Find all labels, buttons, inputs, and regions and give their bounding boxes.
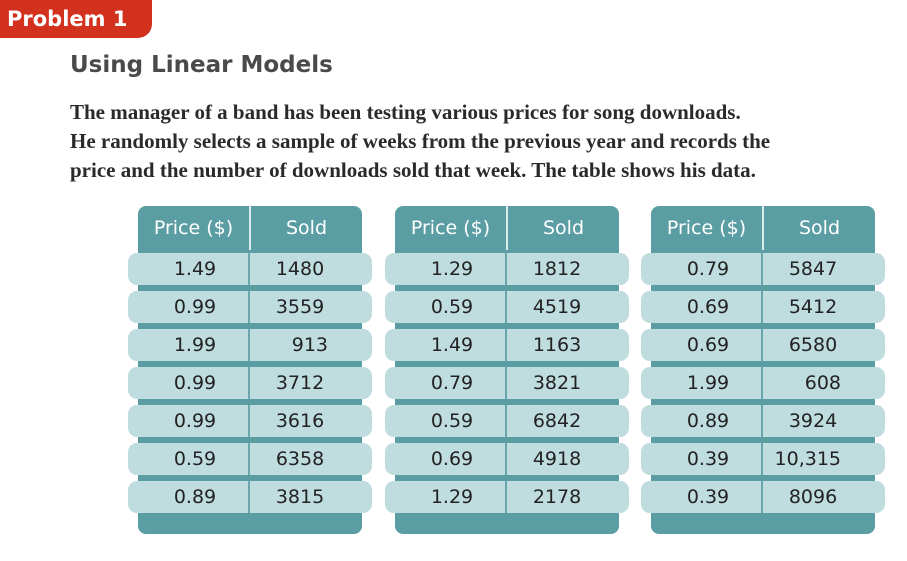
table-row: 0.89 3924: [641, 405, 885, 437]
price-cell: 1.29: [385, 253, 507, 285]
sold-cell: 608: [804, 372, 841, 394]
table-row: 1.99 913: [128, 329, 372, 361]
sold-cell: 3616: [275, 410, 325, 432]
price-cell: 0.99: [128, 291, 250, 323]
price-cell: 0.89: [641, 405, 763, 437]
intro-line: He randomly selects a sample of weeks fr…: [70, 129, 771, 153]
header-sold: Sold: [542, 217, 585, 239]
price-cell: 0.99: [128, 405, 250, 437]
table-row: 0.59 6358: [128, 443, 372, 475]
table-row: 0.69 5412: [641, 291, 885, 323]
table-header: Price ($) Sold: [138, 206, 362, 250]
table-row: 1.99 608: [641, 367, 885, 399]
price-cell: 0.39: [641, 481, 763, 513]
table-row: 0.69 4918: [385, 443, 629, 475]
table-row: 1.49 1163: [385, 329, 629, 361]
table-row: 0.39 10,315: [641, 443, 885, 475]
table-header: Price ($) Sold: [395, 206, 619, 250]
table-row: 0.89 3815: [128, 481, 372, 513]
sold-cell: 6842: [532, 410, 582, 432]
price-cell: 0.59: [128, 443, 250, 475]
header-price: Price ($): [651, 206, 764, 250]
price-cell: 0.59: [385, 405, 507, 437]
table-row: 1.49 1480: [128, 253, 372, 285]
sold-cell: 1812: [532, 258, 582, 280]
price-cell: 0.59: [385, 291, 507, 323]
sold-cell: 2178: [532, 486, 582, 508]
sold-cell: 6358: [275, 448, 325, 470]
table-row: 0.79 3821: [385, 367, 629, 399]
price-cell: 0.89: [128, 481, 250, 513]
sold-cell: 4918: [532, 448, 582, 470]
sold-cell: 3924: [788, 410, 838, 432]
intro-paragraph: The manager of a band has been testing v…: [70, 98, 890, 185]
sold-cell: 3815: [275, 486, 325, 508]
header-price: Price ($): [395, 206, 508, 250]
header-sold: Sold: [798, 217, 841, 239]
table-header: Price ($) Sold: [651, 206, 875, 250]
table-row: 0.59 6842: [385, 405, 629, 437]
price-cell: 1.49: [385, 329, 507, 361]
price-cell: 1.29: [385, 481, 507, 513]
table-row: 0.79 5847: [641, 253, 885, 285]
price-sold-table: Price ($) Sold 1.29 1812 0.59 4519 1.49 1163 0.7…: [385, 206, 629, 534]
table-row: 1.29 2178: [385, 481, 629, 513]
section-title: Using Linear Models: [70, 52, 333, 78]
price-cell: 0.69: [385, 443, 507, 475]
sold-cell: 5847: [788, 258, 838, 280]
intro-line: price and the number of downloads sold t…: [70, 158, 756, 182]
sold-cell: 4519: [532, 296, 582, 318]
sold-cell: 3559: [275, 296, 325, 318]
price-cell: 0.79: [641, 253, 763, 285]
price-cell: 1.99: [641, 367, 763, 399]
table-row: 0.99 3559: [128, 291, 372, 323]
sold-cell: 1163: [532, 334, 582, 356]
sold-cell: 3712: [275, 372, 325, 394]
table-row: 0.39 8096: [641, 481, 885, 513]
sold-cell: 10,315: [774, 448, 841, 470]
intro-line: The manager of a band has been testing v…: [70, 100, 741, 124]
price-cell: 0.79: [385, 367, 507, 399]
sold-cell: 913: [291, 334, 328, 356]
price-cell: 0.39: [641, 443, 763, 475]
table-row: 0.99 3616: [128, 405, 372, 437]
sold-cell: 6580: [788, 334, 838, 356]
price-sold-table: Price ($) Sold 1.49 1480 0.99 3559 1.99 913 0.99…: [128, 206, 372, 534]
price-cell: 1.99: [128, 329, 250, 361]
sold-cell: 1480: [275, 258, 325, 280]
price-cell: 0.69: [641, 291, 763, 323]
table-row: 1.29 1812: [385, 253, 629, 285]
table-row: 0.99 3712: [128, 367, 372, 399]
table-row: 0.69 6580: [641, 329, 885, 361]
sold-cell: 8096: [788, 486, 838, 508]
price-cell: 0.69: [641, 329, 763, 361]
sold-cell: 5412: [788, 296, 838, 318]
problem-tab: Problem 1: [0, 0, 152, 38]
header-sold: Sold: [285, 217, 328, 239]
table-row: 0.59 4519: [385, 291, 629, 323]
price-cell: 1.49: [128, 253, 250, 285]
price-cell: 0.99: [128, 367, 250, 399]
price-sold-table: Price ($) Sold 0.79 5847 0.69 5412 0.69 6580 1.9…: [641, 206, 885, 534]
sold-cell: 3821: [532, 372, 582, 394]
header-price: Price ($): [138, 206, 251, 250]
